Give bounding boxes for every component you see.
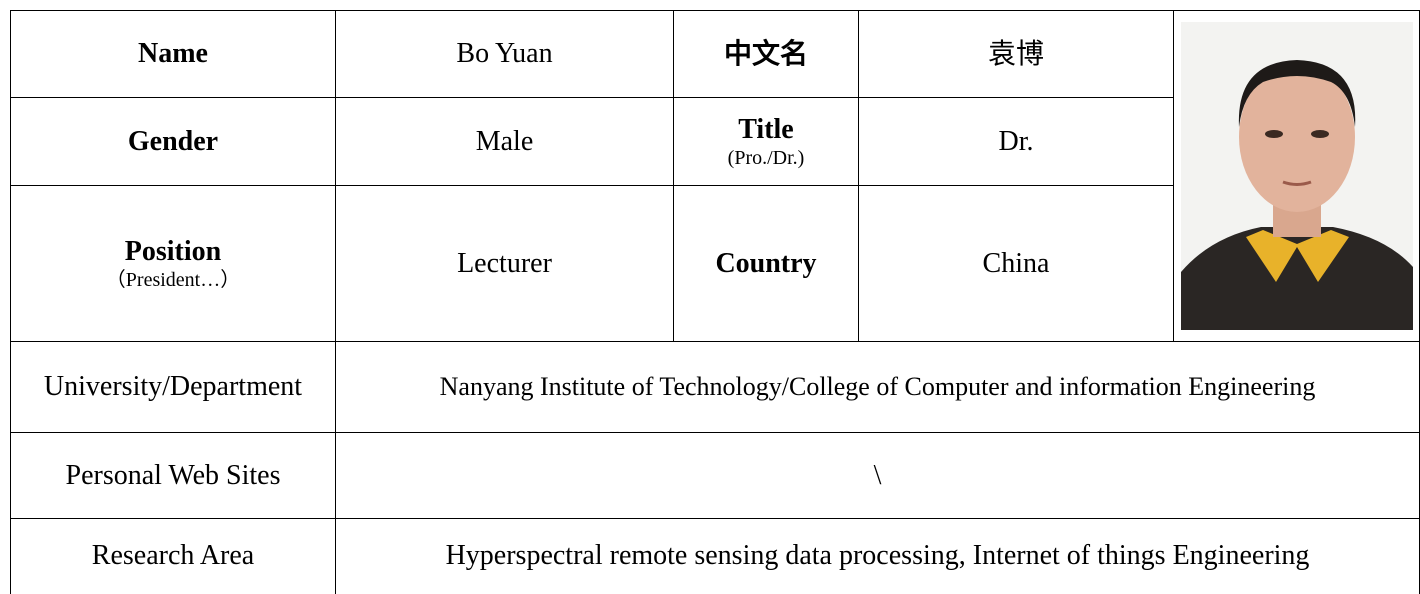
value-cell: Nanyang Institute of Technology/College …: [335, 341, 1420, 433]
label-cell: Name: [10, 10, 336, 98]
row: Research Area Hyperspectral remote sensi…: [10, 518, 1420, 594]
label-cell: 中文名: [673, 10, 859, 98]
value-cell: Male: [335, 97, 674, 186]
hint: (Pro./Dr.): [727, 147, 805, 170]
label-cell: Title (Pro./Dr.): [673, 97, 859, 186]
row: Personal Web Sites \: [10, 432, 1420, 519]
hint: （President…）: [105, 269, 241, 292]
value-cell: Hyperspectral remote sensing data proces…: [335, 518, 1420, 594]
row: Name Bo Yuan 中文名 袁博: [10, 10, 1420, 342]
value-cell: \: [335, 432, 1420, 519]
photo: [1180, 22, 1413, 330]
value-cell: China: [858, 185, 1174, 342]
row: Gender Male Title (Pro./Dr.) Dr.: [10, 97, 1420, 186]
label: Position: [124, 235, 222, 267]
value-cell: Bo Yuan: [335, 10, 674, 98]
row: University/Department Nanyang Institute …: [10, 341, 1420, 433]
label-cell: Personal Web Sites: [10, 432, 336, 519]
value-cell: Dr.: [858, 97, 1174, 186]
value-cell: 袁博: [858, 10, 1174, 98]
label: Title: [738, 113, 794, 145]
row: Position （President…） Lecturer Country Ch…: [10, 185, 1420, 342]
label-cell: Research Area: [10, 518, 336, 594]
label-cell: Position （President…）: [10, 185, 336, 342]
label-cell: Gender: [10, 97, 336, 186]
value-cell: Lecturer: [335, 185, 674, 342]
label-cell: University/Department: [10, 341, 336, 433]
label-cell: Country: [673, 185, 859, 342]
profile-table: Name Bo Yuan 中文名 袁博 Gender Male Title (Pr…: [10, 10, 1420, 594]
photo-cell: [1173, 10, 1420, 342]
